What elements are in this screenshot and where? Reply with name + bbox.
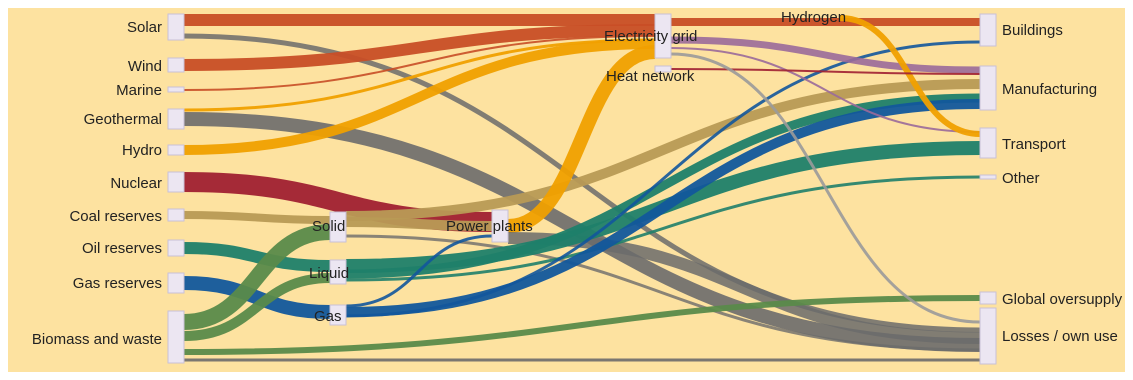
label-other: Other: [1002, 170, 1040, 187]
node-other: [979, 174, 997, 180]
label-oil-reserves: Oil reserves: [82, 240, 162, 257]
flow-marine-grid: [183, 35, 656, 91]
flow-geothermal-grid: [183, 38, 656, 112]
flow-links: [183, 13, 981, 362]
label-gas-reserves: Gas reserves: [73, 275, 162, 292]
label-hydrogen: Hydrogen: [781, 9, 846, 26]
label-hydro: Hydro: [122, 142, 162, 159]
label-liquid: Liquid: [309, 265, 349, 282]
label-gas: Gas: [314, 308, 342, 325]
node-power-plants: [491, 209, 509, 243]
node-transport: [979, 127, 997, 159]
flow-hydro-grid: [183, 39, 656, 155]
flow-grid-manuf: [670, 36, 981, 74]
label-solid: Solid: [312, 218, 345, 235]
label-heat-network: Heat network: [606, 68, 695, 85]
flow-grid-transport: [670, 47, 981, 133]
node-hydro: [167, 144, 185, 156]
node-buildings: [979, 13, 997, 47]
node-gas-carrier: [329, 304, 347, 326]
node-wind: [167, 57, 185, 73]
flow-pp-losses: [507, 232, 981, 344]
flow-gas-gas: [183, 276, 331, 319]
label-buildings: Buildings: [1002, 22, 1063, 39]
node-global-oversupply: [979, 291, 997, 305]
node-gas-reserves: [167, 272, 185, 294]
label-coal-reserves: Coal reserves: [69, 208, 162, 225]
node-solar: [167, 13, 185, 41]
label-losses-own-use: Losses / own use: [1002, 328, 1118, 345]
flow-biomass-solid: [183, 224, 331, 330]
flow-biomass-liquid: [183, 273, 331, 341]
node-marine: [167, 86, 185, 93]
node-solid: [329, 211, 347, 243]
label-power-plants: Power plants: [446, 218, 533, 235]
label-manufacturing: Manufacturing: [1002, 81, 1097, 98]
label-transport: Transport: [1002, 136, 1066, 153]
flow-pp-grid: [507, 45, 656, 233]
node-coal-reserves: [167, 208, 185, 222]
flow-solid-pp: [345, 217, 493, 231]
node-manufacturing: [979, 65, 997, 111]
label-wind: Wind: [128, 58, 162, 75]
node-electricity-grid: [654, 13, 672, 59]
flow-heat-buildings: [670, 68, 981, 75]
label-geothermal: Geothermal: [84, 111, 162, 128]
label-solar: Solar: [127, 19, 162, 36]
node-heat-network: [654, 65, 672, 73]
node-oil-reserves: [167, 239, 185, 257]
flow-hydrogen-transport: [839, 15, 981, 137]
flow-coal-solid: [183, 211, 331, 224]
node-labels: Solar Wind Marine Geothermal Hydro Nucle…: [32, 9, 1123, 348]
flow-wind-grid: [183, 24, 656, 71]
label-global-oversupply: Global oversupply: [1002, 291, 1123, 308]
node-biomass-and-waste: [167, 310, 185, 364]
flow-solid-manuf: [345, 79, 981, 221]
node-liquid: [329, 259, 347, 285]
flow-oil-liquid: [183, 242, 331, 272]
flow-gas-pp: [345, 234, 493, 308]
flow-biomass-oversupply: [183, 295, 981, 355]
node-nuclear: [167, 171, 185, 193]
label-nuclear: Nuclear: [110, 175, 162, 192]
flow-solid-losses: [345, 234, 981, 352]
label-electricity-grid: Electricity grid: [604, 28, 697, 45]
flow-grid-losses: [670, 52, 981, 324]
diagram-nodes: [167, 13, 997, 365]
label-biomass-and-waste: Biomass and waste: [32, 331, 162, 348]
label-marine: Marine: [116, 82, 162, 99]
flow-liquid-other: [345, 175, 981, 282]
node-losses: [979, 307, 997, 365]
node-geothermal: [167, 108, 185, 130]
